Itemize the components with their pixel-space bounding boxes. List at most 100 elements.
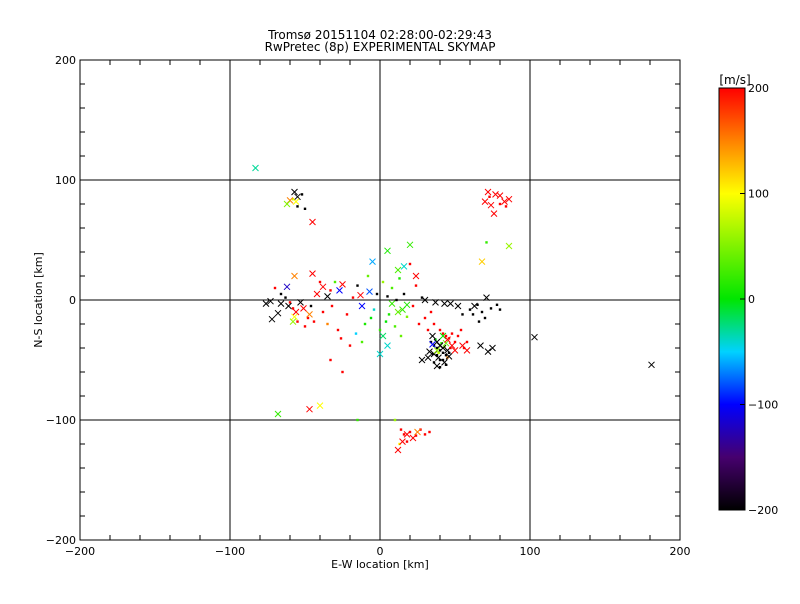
dot-point <box>387 313 391 316</box>
cross-point <box>309 270 316 277</box>
cross-point <box>285 302 292 310</box>
cross-point <box>376 350 384 358</box>
cross-point <box>435 354 442 361</box>
colorbar-label: [m/s] <box>719 73 750 87</box>
cross-point <box>384 247 391 255</box>
dot-point <box>441 332 445 335</box>
cross-point <box>358 302 366 310</box>
data-points <box>252 164 655 454</box>
colorbar: [m/s] 200 100 0 −100 −200 <box>718 73 778 517</box>
cross-point <box>471 302 478 310</box>
dot-point <box>444 363 448 366</box>
y-tick-label: 200 <box>55 54 76 67</box>
dot-point <box>432 361 436 364</box>
grid <box>80 60 680 540</box>
dot-point <box>504 205 508 208</box>
cross-point <box>252 164 259 172</box>
y-tick-label: −100 <box>46 414 76 427</box>
cross-point <box>379 332 387 340</box>
cross-point <box>439 332 447 340</box>
cross-point <box>403 431 411 438</box>
dot-point <box>393 418 397 422</box>
dot-point <box>465 340 469 344</box>
dot-point <box>447 351 451 354</box>
dot-point <box>435 354 439 357</box>
dot-point <box>348 344 352 347</box>
cross-point <box>313 290 321 298</box>
dot-point <box>428 430 431 434</box>
cross-point <box>424 354 432 361</box>
dot-point <box>284 296 287 299</box>
colorbar-tick-label: −100 <box>748 399 778 412</box>
cross-point <box>484 348 492 355</box>
dot-point <box>318 280 322 284</box>
y-tick-label: −200 <box>46 534 76 547</box>
dot-point <box>369 316 373 320</box>
cross-point <box>501 198 508 205</box>
dot-point <box>405 440 409 443</box>
colorbar-tick-labels: 200 100 0 −100 −200 <box>740 82 778 517</box>
cross-point <box>357 291 364 299</box>
cross-point <box>447 300 454 307</box>
cross-point <box>433 347 441 354</box>
cross-point <box>487 201 495 209</box>
colorbar-tick-label: 200 <box>748 82 769 95</box>
cross-point <box>444 336 451 343</box>
cross-point <box>429 341 436 348</box>
cross-point <box>309 218 316 226</box>
dot-point <box>477 320 481 323</box>
cross-point <box>394 446 402 454</box>
dot-point <box>393 325 397 328</box>
dot-point <box>438 328 442 332</box>
dot-point <box>296 320 299 323</box>
dot-point <box>279 292 283 296</box>
dot-point <box>444 354 448 357</box>
cross-point <box>433 362 441 370</box>
colorbar-tick-label: 0 <box>748 293 755 306</box>
dot-point <box>485 241 488 244</box>
cross-point <box>478 258 486 265</box>
x-tick-label: −200 <box>65 545 95 558</box>
cross-point <box>319 283 327 291</box>
cross-point <box>429 332 436 340</box>
dot-point <box>399 428 403 431</box>
dot-point <box>438 366 442 369</box>
dot-point <box>326 322 329 326</box>
dot-point <box>329 358 332 362</box>
cross-point <box>481 198 489 205</box>
cross-point <box>406 241 414 249</box>
dot-point <box>453 340 457 344</box>
dot-point <box>441 358 445 362</box>
dot-point <box>360 340 364 344</box>
cross-point <box>394 308 402 316</box>
dot-point <box>461 313 464 316</box>
cross-point <box>505 242 513 250</box>
cross-point <box>418 356 426 364</box>
dot-point <box>351 296 355 299</box>
cross-point <box>505 195 513 203</box>
dot-point <box>423 316 427 320</box>
dot-point <box>408 262 412 266</box>
dot-point <box>444 334 448 338</box>
cross-point <box>445 353 453 360</box>
dot-point <box>483 316 487 320</box>
dot-point <box>345 313 349 316</box>
dot-point <box>434 338 437 341</box>
dot-point <box>437 351 440 354</box>
dot-point <box>417 322 421 326</box>
dot-point <box>329 289 332 292</box>
cross-point <box>366 288 373 295</box>
dot-point <box>450 332 454 335</box>
cross-point <box>292 308 300 316</box>
dot-point <box>386 295 389 298</box>
cross-point <box>412 272 420 280</box>
cross-point <box>267 297 274 305</box>
y-tick-labels: −200 −100 0 100 200 <box>46 54 76 547</box>
dot-point <box>273 286 277 290</box>
dot-point <box>312 320 316 323</box>
cross-point <box>432 299 439 306</box>
cross-point <box>291 188 298 196</box>
cross-point <box>306 311 313 318</box>
dot-point <box>498 308 502 311</box>
dot-point <box>411 304 415 308</box>
